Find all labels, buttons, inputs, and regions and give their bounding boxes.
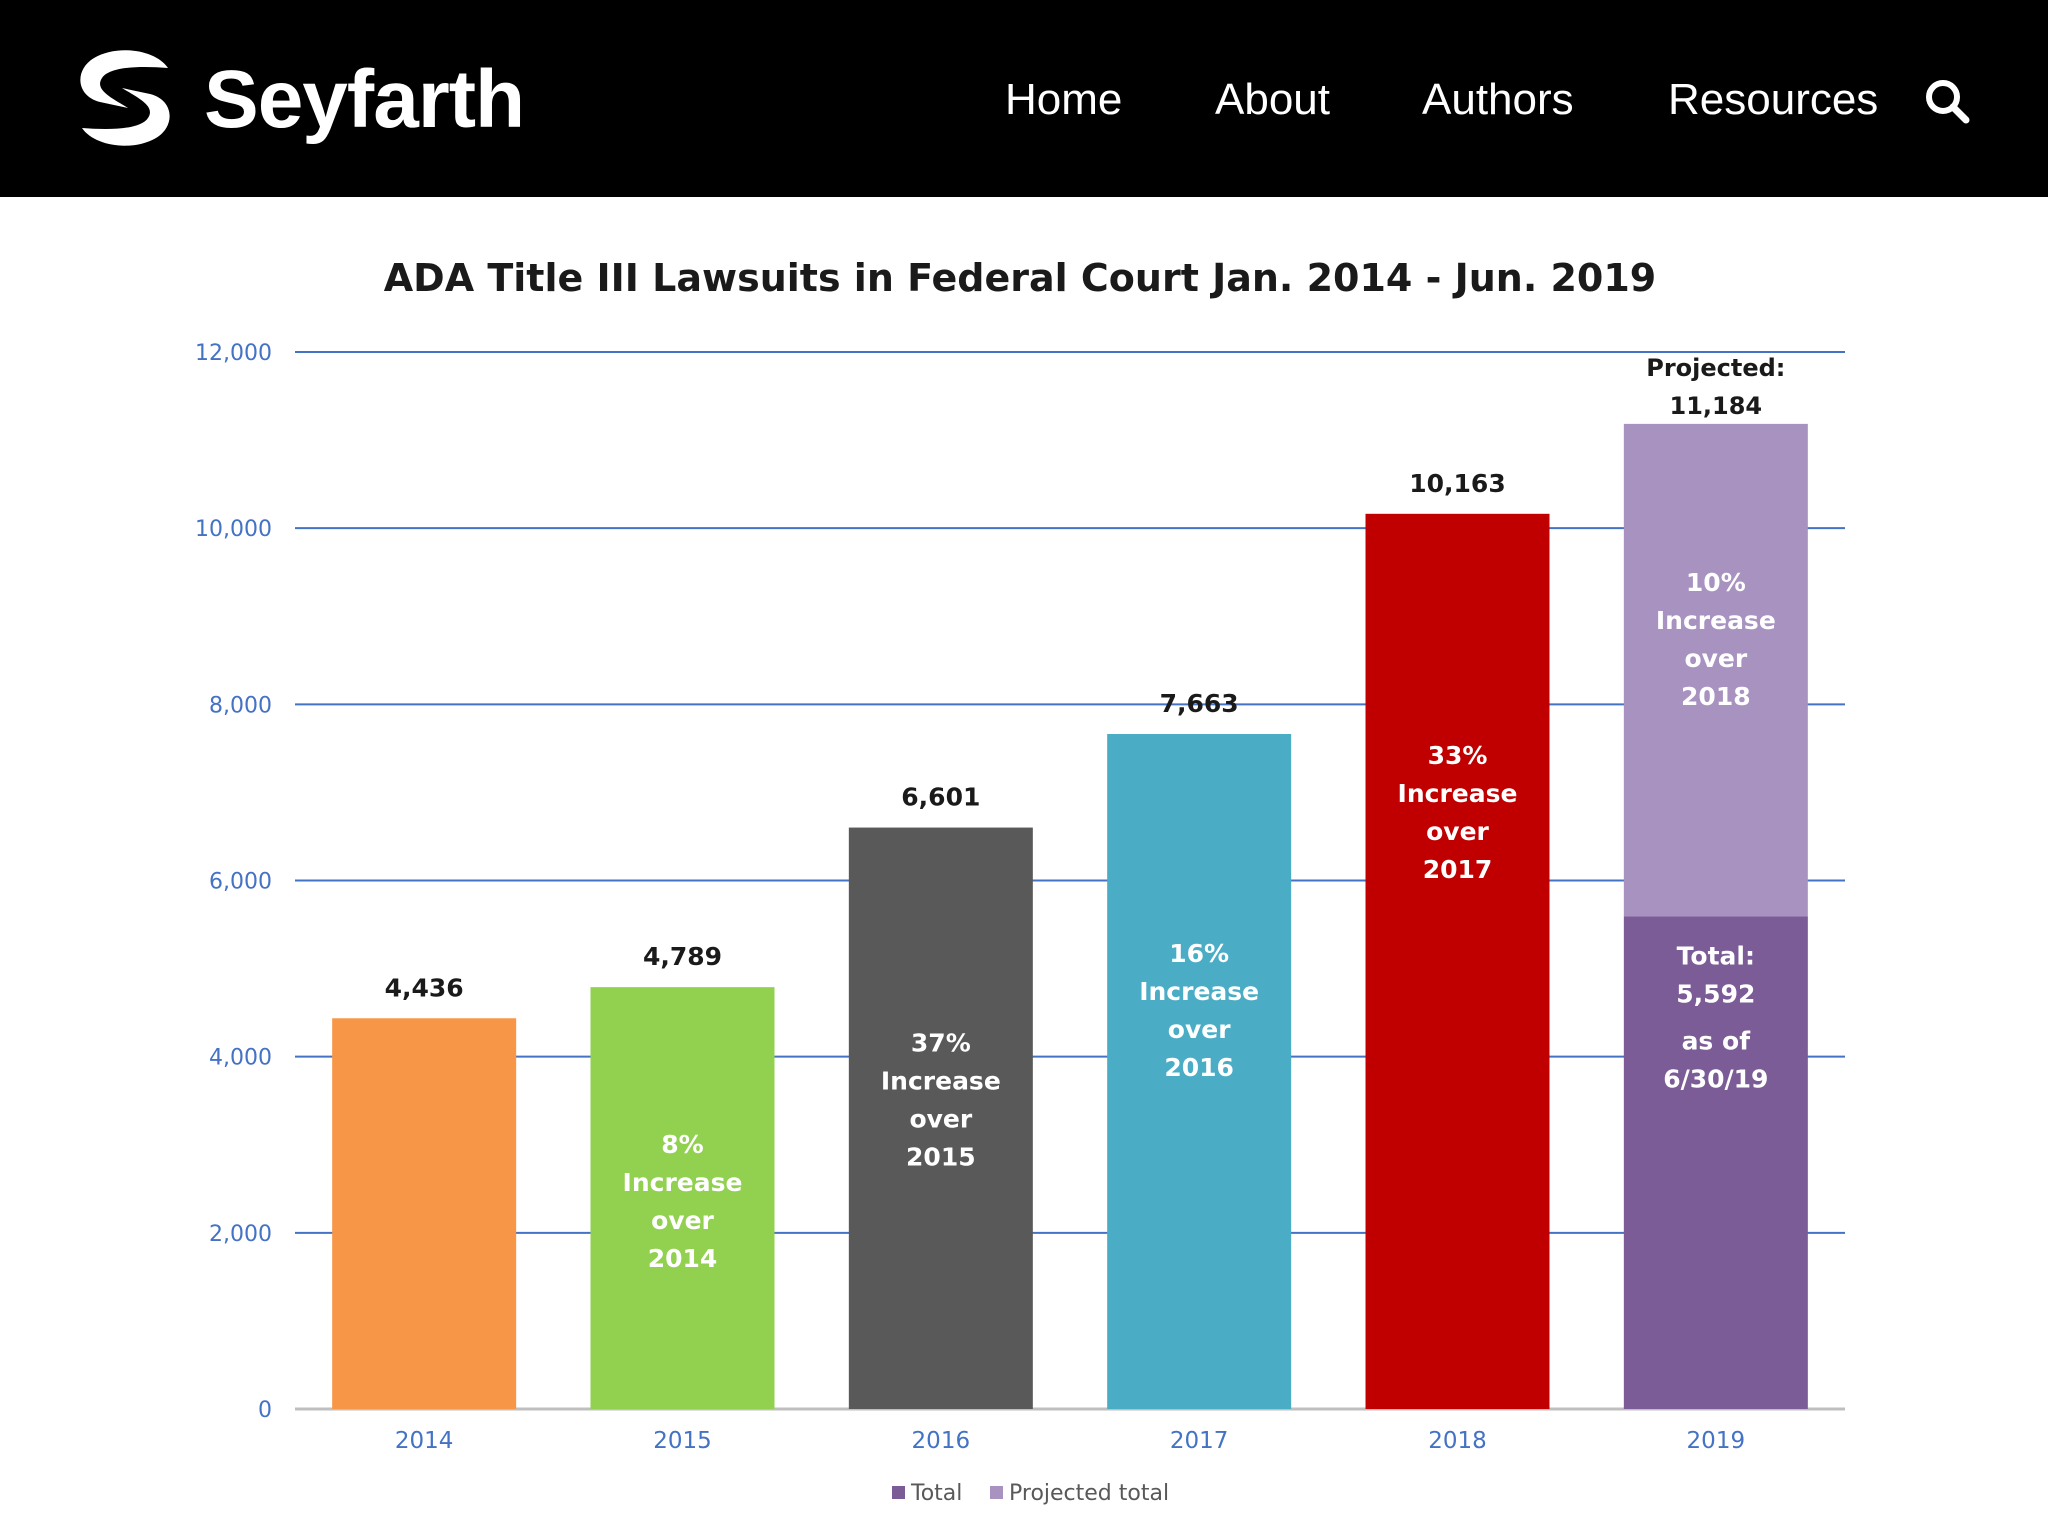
bar-2014 [332,1018,517,1409]
chart-section: ADA Title III Lawsuits in Federal Court … [0,197,2048,1536]
nav-link-home[interactable]: Home [1005,75,1123,124]
projected-value-label: 11,184 [1670,392,1763,420]
nav-link-resources[interactable]: Resources [1668,75,1879,124]
y-tick-label: 2,000 [209,1222,272,1247]
legend: Total Projected total [892,1481,1169,1506]
y-tick-label: 6,000 [209,870,272,895]
bar-value-label: 4,436 [385,973,464,1002]
bar-increase-label: 2015 [906,1143,976,1172]
legend-label: Projected total [1009,1481,1169,1506]
logo-lower-swoosh [82,88,170,146]
y-tick-label: 12,000 [195,341,272,366]
bar-increase-label: 2017 [1423,855,1493,884]
legend-swatch [892,1486,905,1499]
brand-name[interactable]: Seyfarth [204,54,525,145]
bar-labels: 4,436 4,789 8% Increase over 2014 6,601 37% Incr… [385,354,1786,1273]
projected-increase-label: over [1684,644,1747,673]
x-tick-label: 2018 [1428,1428,1487,1454]
bar-increase-label: 2016 [1164,1053,1234,1082]
y-axis-ticks: 0 2,000 4,000 6,000 8,000 10,000 12,000 [195,341,272,1423]
bar-increase-label: 8% [661,1130,703,1159]
bar-increase-label: 33% [1428,741,1488,770]
projected-increase-label: 2018 [1681,682,1751,711]
y-tick-label: 10,000 [195,517,272,542]
bar-value-label: 4,789 [643,942,722,971]
y-tick-label: 8,000 [209,693,272,718]
logo-upper-swoosh [80,50,168,108]
bars [332,423,1808,1409]
bar-increase-label: over [1168,1015,1231,1044]
bar-increase-label: Increase [1398,779,1518,808]
bar-increase-label: over [651,1206,714,1235]
total-date-label: as of [1682,1026,1752,1055]
lawsuits-bar-chart: ADA Title III Lawsuits in Federal Court … [195,256,1845,1506]
y-tick-label: 4,000 [209,1046,272,1071]
x-axis-ticks: 2014 2015 2016 2017 2018 2019 [395,1428,1745,1454]
bar-value-label: 6,601 [901,783,980,812]
bar-increase-label: over [1426,817,1489,846]
bar-increase-label: 2014 [648,1244,718,1273]
x-tick-label: 2014 [395,1428,454,1454]
search-icon[interactable] [1922,76,1972,126]
seyfarth-logo-icon[interactable] [72,44,178,152]
total-date-label: 6/30/19 [1663,1064,1768,1093]
bar-2016 [848,827,1033,1409]
bar-value-label: 7,663 [1160,689,1239,718]
chart-title: ADA Title III Lawsuits in Federal Court … [384,256,1657,300]
legend-swatch [990,1486,1003,1499]
legend-label: Total [910,1481,962,1506]
bar-increase-label: 16% [1169,939,1229,968]
projected-value-label: Projected: [1646,354,1785,382]
total-value-label: Total: [1677,941,1755,970]
x-tick-label: 2015 [653,1428,712,1454]
bar-value-label: 10,163 [1409,469,1505,498]
bar-2018 [1365,513,1550,1409]
total-value-label: 5,592 [1676,979,1755,1008]
bar-increase-label: over [909,1105,972,1134]
bar-increase-label: Increase [623,1168,743,1197]
bar-increase-label: Increase [881,1067,1001,1096]
x-tick-label: 2019 [1687,1428,1746,1454]
x-tick-label: 2017 [1170,1428,1229,1454]
bar-total-2019 [1623,916,1808,1409]
grid-lines [295,351,1845,1411]
nav-link-authors[interactable]: Authors [1422,75,1574,124]
bar-2017 [1107,734,1292,1409]
nav-link-about[interactable]: About [1215,75,1330,124]
y-tick-label: 0 [258,1398,272,1423]
site-header: Seyfarth Home About Authors Resources [0,0,2048,197]
bar-increase-label: Increase [1139,977,1259,1006]
projected-increase-label: Increase [1656,606,1776,635]
bar-2015 [590,987,775,1409]
projected-increase-label: 10% [1686,568,1746,597]
bar-increase-label: 37% [911,1029,971,1058]
x-tick-label: 2016 [912,1428,971,1454]
bar-projected-2019 [1623,423,1808,917]
